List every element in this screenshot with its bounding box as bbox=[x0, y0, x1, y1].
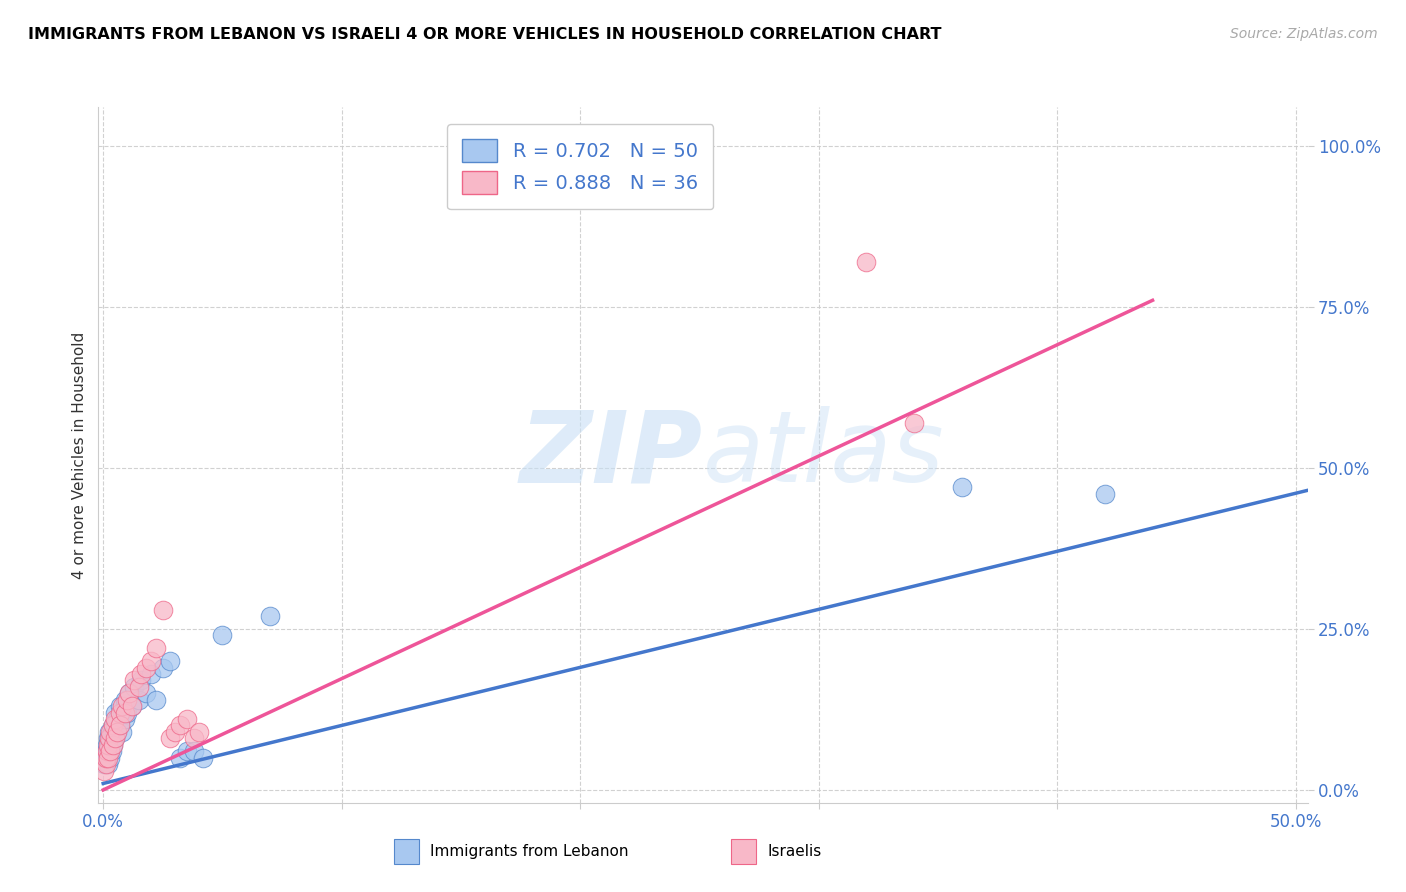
Point bbox=[159, 731, 181, 746]
Point bbox=[104, 731, 127, 746]
Point bbox=[103, 725, 125, 739]
Point bbox=[107, 712, 129, 726]
Point bbox=[114, 692, 136, 706]
Point bbox=[115, 692, 138, 706]
Point bbox=[159, 654, 181, 668]
Point bbox=[111, 725, 134, 739]
Point bbox=[104, 712, 127, 726]
Point bbox=[98, 744, 121, 758]
Point bbox=[101, 738, 124, 752]
Point bbox=[107, 725, 129, 739]
Point bbox=[152, 660, 174, 674]
Point bbox=[101, 718, 124, 732]
Point bbox=[96, 750, 118, 764]
Point bbox=[115, 706, 138, 720]
Point bbox=[98, 731, 121, 746]
Text: atlas: atlas bbox=[703, 407, 945, 503]
Point bbox=[118, 686, 141, 700]
Point bbox=[98, 750, 121, 764]
Point bbox=[97, 731, 120, 746]
Point bbox=[104, 718, 127, 732]
Point bbox=[111, 706, 134, 720]
Point bbox=[183, 744, 205, 758]
Point bbox=[122, 680, 145, 694]
Point bbox=[104, 731, 127, 746]
Point bbox=[139, 654, 162, 668]
Point bbox=[107, 725, 129, 739]
Point bbox=[111, 699, 134, 714]
Point bbox=[139, 667, 162, 681]
Text: Source: ZipAtlas.com: Source: ZipAtlas.com bbox=[1230, 27, 1378, 41]
Point bbox=[94, 750, 117, 764]
Point bbox=[135, 660, 157, 674]
Legend: R = 0.702   N = 50, R = 0.888   N = 36: R = 0.702 N = 50, R = 0.888 N = 36 bbox=[447, 124, 713, 210]
Point bbox=[97, 738, 120, 752]
Point bbox=[94, 744, 117, 758]
Point bbox=[100, 744, 122, 758]
Point bbox=[211, 628, 233, 642]
Point bbox=[193, 750, 215, 764]
Point bbox=[94, 750, 117, 764]
Point bbox=[183, 731, 205, 746]
Point bbox=[97, 757, 120, 772]
Point bbox=[98, 738, 121, 752]
Point bbox=[152, 602, 174, 616]
Point bbox=[128, 680, 150, 694]
Point bbox=[121, 699, 143, 714]
Point bbox=[131, 667, 153, 681]
Point bbox=[1094, 486, 1116, 500]
Point bbox=[104, 706, 127, 720]
Point bbox=[101, 731, 124, 746]
Point bbox=[118, 686, 141, 700]
Point bbox=[93, 757, 115, 772]
Y-axis label: 4 or more Vehicles in Household: 4 or more Vehicles in Household bbox=[72, 331, 87, 579]
Point bbox=[108, 699, 131, 714]
Point bbox=[98, 725, 121, 739]
Point bbox=[169, 718, 191, 732]
Point bbox=[98, 725, 121, 739]
Point bbox=[108, 706, 131, 720]
Point bbox=[131, 673, 153, 688]
Point bbox=[145, 692, 167, 706]
Point bbox=[96, 738, 118, 752]
Point bbox=[259, 609, 281, 624]
Point bbox=[903, 416, 925, 430]
Point bbox=[176, 712, 198, 726]
Point bbox=[98, 738, 121, 752]
Point bbox=[100, 725, 122, 739]
Point bbox=[108, 718, 131, 732]
Point bbox=[145, 641, 167, 656]
Point bbox=[101, 718, 124, 732]
Text: IMMIGRANTS FROM LEBANON VS ISRAELI 4 OR MORE VEHICLES IN HOUSEHOLD CORRELATION C: IMMIGRANTS FROM LEBANON VS ISRAELI 4 OR … bbox=[28, 27, 942, 42]
Point bbox=[96, 744, 118, 758]
Point bbox=[114, 712, 136, 726]
Point bbox=[163, 725, 186, 739]
Point bbox=[98, 731, 121, 746]
Point bbox=[122, 673, 145, 688]
Text: ZIP: ZIP bbox=[520, 407, 703, 503]
Point bbox=[101, 738, 124, 752]
Text: Israelis: Israelis bbox=[768, 845, 823, 859]
Point bbox=[94, 757, 117, 772]
Point bbox=[108, 718, 131, 732]
Point bbox=[97, 744, 120, 758]
Point bbox=[187, 725, 209, 739]
Point bbox=[121, 699, 143, 714]
Point bbox=[169, 750, 191, 764]
Point bbox=[855, 254, 877, 268]
Point bbox=[128, 692, 150, 706]
Point bbox=[97, 750, 120, 764]
Point bbox=[135, 686, 157, 700]
Point bbox=[114, 706, 136, 720]
Point bbox=[950, 480, 973, 494]
Text: Immigrants from Lebanon: Immigrants from Lebanon bbox=[430, 845, 628, 859]
Point bbox=[98, 744, 121, 758]
Point bbox=[176, 744, 198, 758]
Point bbox=[93, 764, 115, 778]
